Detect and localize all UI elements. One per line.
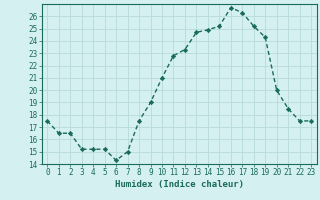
X-axis label: Humidex (Indice chaleur): Humidex (Indice chaleur) bbox=[115, 180, 244, 189]
